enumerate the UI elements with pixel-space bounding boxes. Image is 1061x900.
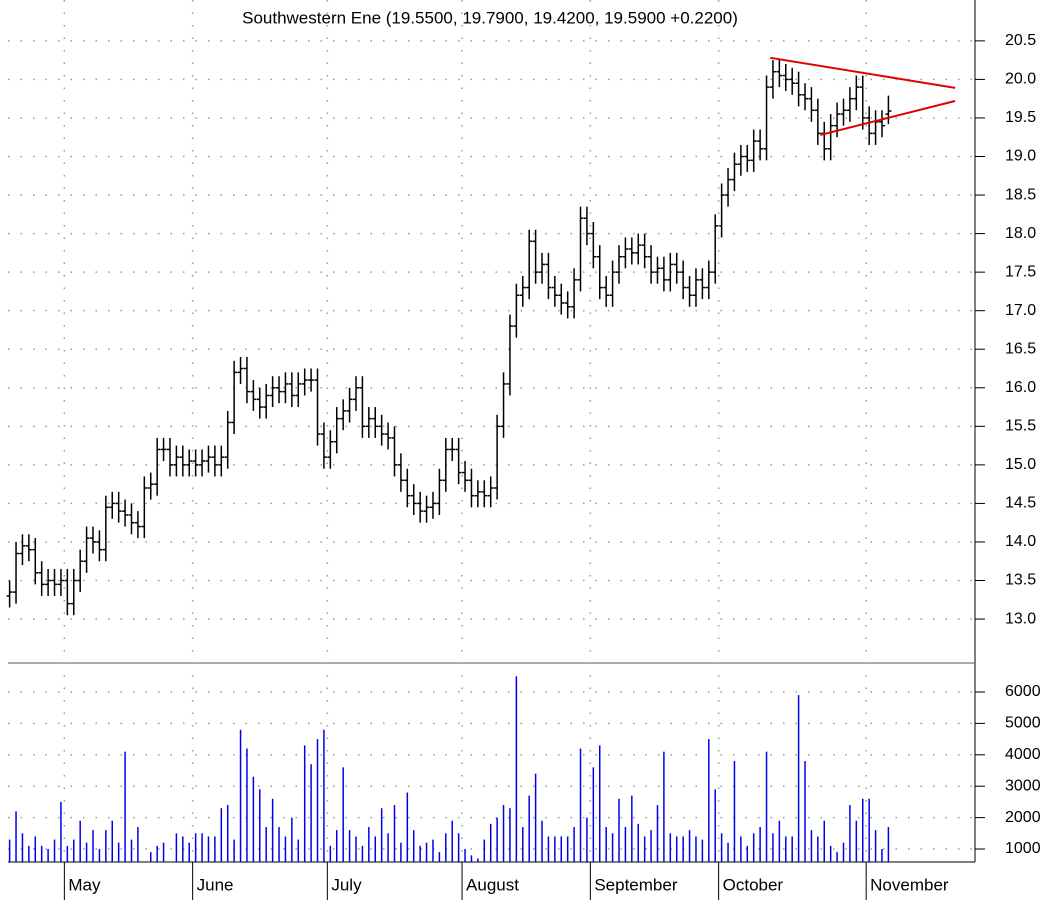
y-tick-label: 20.0 [1005, 71, 1036, 88]
trend-line [770, 56, 956, 89]
y-tick-label: 2000 [1005, 809, 1041, 826]
y-tick-label: 13.5 [1005, 572, 1036, 589]
y-tick-label: 16.5 [1005, 340, 1036, 357]
trend-line [820, 100, 956, 136]
x-tick-label: May [68, 875, 101, 894]
y-tick-label: 15.5 [1005, 418, 1036, 435]
y-tick-label: 15.0 [1005, 456, 1036, 473]
y-tick-label: 3000 [1005, 777, 1041, 794]
y-tick-label: 4000 [1005, 746, 1041, 763]
y-tick-label: 1000 [1005, 840, 1041, 857]
y-tick-label: 5000 [1005, 715, 1041, 732]
x-tick-label: June [197, 875, 234, 894]
y-tick-label: 14.0 [1005, 533, 1036, 550]
chart-title: Southwestern Ene (19.5500, 19.7900, 19.4… [242, 8, 738, 27]
y-tick-label: 17.5 [1005, 263, 1036, 280]
y-tick-label: 19.5 [1005, 109, 1036, 126]
y-tick-label: 18.5 [1005, 186, 1036, 203]
y-tick-label: 16.0 [1005, 379, 1036, 396]
y-tick-label: 17.0 [1005, 302, 1036, 319]
y-tick-label: 18.0 [1005, 225, 1036, 242]
x-tick-label: August [466, 875, 519, 894]
x-tick-label: July [331, 875, 362, 894]
y-tick-label: 19.0 [1005, 148, 1036, 165]
y-tick-label: 14.5 [1005, 495, 1036, 512]
x-tick-label: October [723, 875, 784, 894]
y-tick-label: 6000 [1005, 683, 1041, 700]
y-tick-label: 20.5 [1005, 32, 1036, 49]
x-tick-label: September [594, 875, 677, 894]
x-tick-label: November [870, 875, 949, 894]
y-tick-label: 13.0 [1005, 610, 1036, 627]
